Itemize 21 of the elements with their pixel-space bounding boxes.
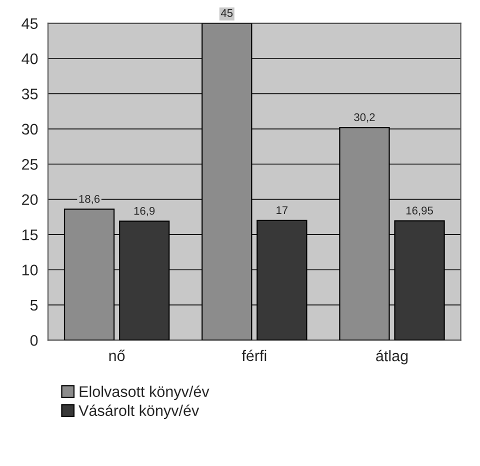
x-tick-label: átlag [376, 350, 408, 364]
y-tick-label: 10 [22, 264, 38, 276]
y-tick-label: 45 [22, 18, 38, 29]
data-label: 45 [220, 9, 233, 17]
data-label: 16,9 [134, 206, 155, 216]
legend-label: Vásárolt könyv/év [78, 404, 200, 420]
y-tick-label: 0 [30, 335, 38, 346]
x-tick-label: férfi [242, 350, 266, 362]
data-label: 18,6 [79, 194, 100, 204]
legend-label: Elolvasott könyv/év [80, 386, 210, 400]
data-label: 17 [276, 206, 288, 214]
y-tick-label: 25 [22, 159, 38, 170]
y-tick-label: 30 [22, 124, 38, 135]
data-label: 16,95 [406, 206, 433, 216]
data-label: 30,2 [354, 113, 375, 122]
x-tick-label: nő [109, 350, 125, 362]
y-tick-label: 40 [22, 53, 38, 64]
y-tick-label: 20 [22, 194, 38, 206]
y-tick-label: 35 [22, 88, 38, 100]
y-tick-label: 5 [30, 300, 38, 311]
y-tick-label: 15 [22, 230, 38, 240]
